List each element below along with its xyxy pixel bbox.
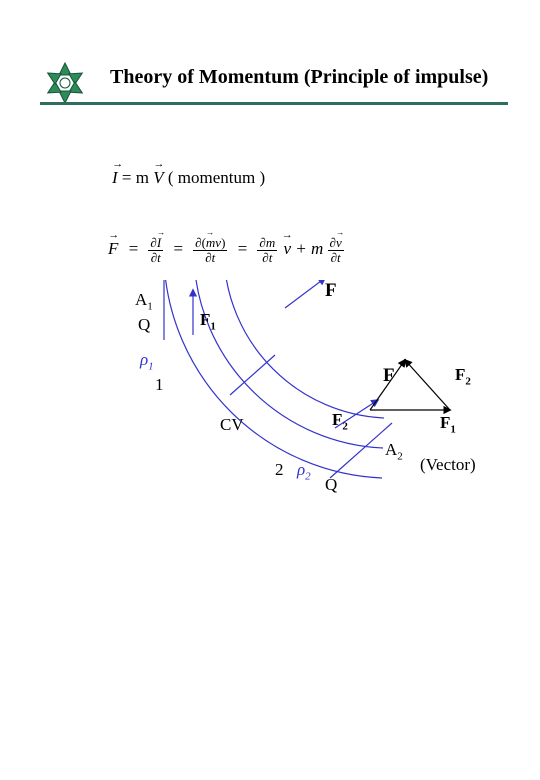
eq2-dmvdt: ∂(mv) ∂t xyxy=(193,236,227,264)
label-CV: CV xyxy=(220,415,244,435)
eq2-dvdt-den: ∂t xyxy=(328,251,344,265)
eq2-plus: + m xyxy=(295,239,327,258)
eq2-dmdt: ∂m ∂t xyxy=(257,236,277,264)
eq2-dvdt-v: v xyxy=(336,236,342,250)
label-A2-letter: A xyxy=(385,440,397,459)
title-underline xyxy=(40,102,508,105)
eq2-dmvdt-den: ∂t xyxy=(193,251,227,265)
label-Q1: Q xyxy=(138,315,150,335)
eq1-paren: ( momentum ) xyxy=(168,168,265,187)
label-vector: (Vector) xyxy=(420,455,476,475)
eq2-dIdt-I: I xyxy=(157,236,161,250)
label-1: 1 xyxy=(155,375,164,395)
label-A2: A2 xyxy=(385,440,403,462)
eq2-dmvdt-mv: mv xyxy=(206,236,221,250)
label-F2-mid: F2 xyxy=(332,410,348,432)
label-F1-top-letter: F xyxy=(200,310,210,329)
eq2-dmvdt-d: ∂( xyxy=(195,235,206,250)
eq2-F: F xyxy=(108,239,118,259)
label-A1-sub: 1 xyxy=(147,300,153,312)
tri-F1-sub: 1 xyxy=(450,423,456,435)
label-rho2: ρ2 xyxy=(297,460,311,482)
eq2-eq1: = xyxy=(123,239,149,258)
eq2-eq3: = xyxy=(232,239,258,258)
tri-F1-letter: F xyxy=(440,413,450,432)
tri-F2: F2 xyxy=(455,365,471,387)
tri-F2-letter: F xyxy=(455,365,465,384)
control-volume-diagram: A1 Q F1 ρ1 1 F CV F2 2 ρ2 Q A2 F F2 F1 (… xyxy=(100,280,500,540)
label-rho2-letter: ρ xyxy=(297,460,305,479)
logo-icon xyxy=(40,58,90,108)
eq2-dmvdt-close: ) xyxy=(221,235,225,250)
eq2-dmdt-num: ∂m xyxy=(257,236,277,251)
tri-F1: F1 xyxy=(440,413,456,435)
eq2-dvdt: ∂v ∂t xyxy=(328,236,344,264)
label-F1-top: F1 xyxy=(200,310,216,332)
label-rho1-sub: 1 xyxy=(148,360,154,372)
label-F1-top-sub: 1 xyxy=(210,320,216,332)
label-F-top: F xyxy=(325,280,337,302)
tri-F2-sub: 2 xyxy=(465,375,471,387)
label-rho2-sub: 2 xyxy=(305,470,311,482)
eq2-dIdt-den: ∂t xyxy=(148,251,163,265)
label-rho1: ρ1 xyxy=(140,350,154,372)
slide-page: Theory of Momentum (Principle of impulse… xyxy=(0,0,540,780)
eq2-dIdt: ∂I ∂t xyxy=(148,236,163,264)
label-A1-letter: A xyxy=(135,290,147,309)
label-Q2: Q xyxy=(325,475,337,495)
tri-F: F xyxy=(383,365,395,387)
eq1-I: I xyxy=(112,168,118,188)
label-rho1-letter: ρ xyxy=(140,350,148,369)
label-2: 2 xyxy=(275,460,284,480)
eq2-eq2: = xyxy=(167,239,193,258)
label-F2-mid-letter: F xyxy=(332,410,342,429)
eq2-v: v xyxy=(281,239,291,259)
eq1-V: V xyxy=(153,168,163,188)
eq2-dmdt-den: ∂t xyxy=(257,251,277,265)
label-F2-mid-sub: 2 xyxy=(342,420,348,432)
eq2: F = ∂I ∂t = ∂(mv) ∂t = ∂m ∂t v + m ∂v ∂t xyxy=(108,236,344,264)
page-title: Theory of Momentum (Principle of impulse… xyxy=(110,66,488,89)
label-A1: A1 xyxy=(135,290,153,312)
eq1-eq: = m xyxy=(122,168,153,187)
label-A2-sub: 2 xyxy=(397,450,403,462)
eq1: I = m V ( momentum ) xyxy=(112,168,265,188)
